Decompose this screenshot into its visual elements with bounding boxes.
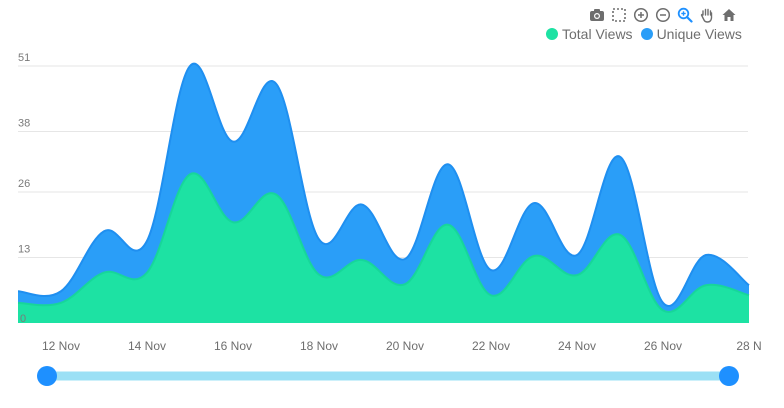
x-tick-label: 12 Nov xyxy=(42,339,80,353)
line-total-views xyxy=(17,172,750,314)
range-slider[interactable] xyxy=(37,366,739,386)
x-tick-label: 22 Nov xyxy=(472,339,510,353)
y-axis-ticks: 51 38 26 13 0 xyxy=(18,52,30,325)
x-tick-label: 26 Nov xyxy=(644,339,682,353)
zoom-in-icon xyxy=(633,7,649,23)
legend-label-total-views: Total Views xyxy=(562,26,633,42)
selection-zoom-button[interactable] xyxy=(610,6,628,24)
chart-legend: Total Views Unique Views xyxy=(546,26,742,42)
pan-button[interactable] xyxy=(698,6,716,24)
x-tick-label: 28 N xyxy=(736,339,761,353)
y-tick-label: 13 xyxy=(18,243,30,255)
x-tick-label: 20 Nov xyxy=(386,339,424,353)
camera-icon xyxy=(590,9,604,21)
legend-marker-total-views xyxy=(546,28,558,40)
x-axis-ticks: 12 Nov 14 Nov 16 Nov 18 Nov 20 Nov 22 Nov 24 N… xyxy=(42,339,762,353)
download-png-button[interactable] xyxy=(588,6,606,24)
home-icon xyxy=(722,9,736,21)
y-tick-label: 26 xyxy=(18,178,30,190)
zoom-out-icon xyxy=(655,7,671,23)
slider-handle-min[interactable] xyxy=(37,366,57,386)
area-total-views xyxy=(18,173,749,323)
zoom-in-button[interactable] xyxy=(632,6,650,24)
slider-handle-max[interactable] xyxy=(719,366,739,386)
x-tick-label: 24 Nov xyxy=(558,339,596,353)
legend-item-total-views[interactable]: Total Views xyxy=(546,26,633,42)
x-tick-label: 18 Nov xyxy=(300,339,338,353)
line-unique-views xyxy=(17,62,750,307)
series-areas xyxy=(17,62,750,323)
zoom-tool-button[interactable] xyxy=(676,6,694,24)
legend-item-unique-views[interactable]: Unique Views xyxy=(640,26,742,42)
selection-icon xyxy=(612,8,626,22)
reset-zoom-button[interactable] xyxy=(720,6,738,24)
y-tick-label: 0 xyxy=(20,313,26,325)
x-tick-label: 16 Nov xyxy=(214,339,252,353)
legend-label-unique-views: Unique Views xyxy=(656,26,742,42)
chart-toolbar xyxy=(588,6,738,24)
zoom-out-button[interactable] xyxy=(654,6,672,24)
pan-icon xyxy=(700,8,713,23)
y-tick-label: 51 xyxy=(18,52,30,64)
legend-marker-unique-views xyxy=(640,28,653,40)
zoom-icon xyxy=(677,7,693,23)
x-tick-label: 14 Nov xyxy=(128,339,166,353)
y-tick-label: 38 xyxy=(18,118,30,130)
